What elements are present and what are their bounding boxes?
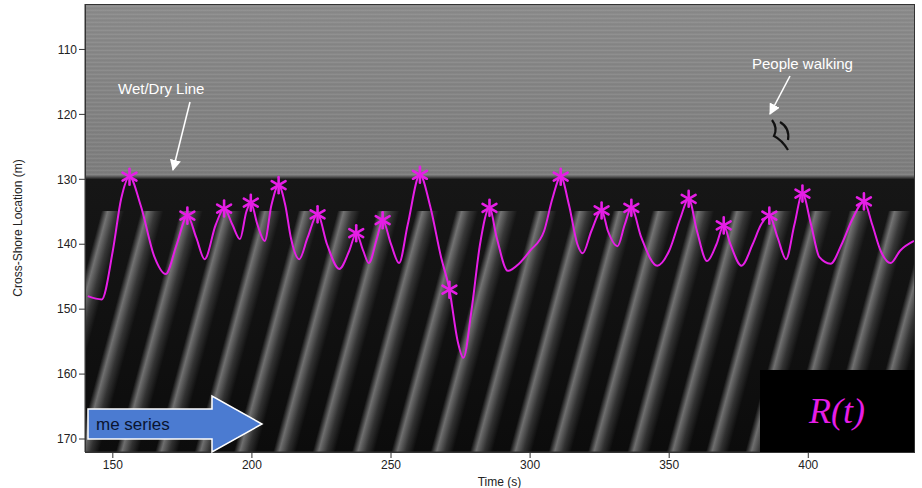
svg-text:400: 400 (798, 458, 818, 472)
svg-text:Cross-Shore Location (m): Cross-Shore Location (m) (11, 159, 25, 296)
svg-text:350: 350 (659, 458, 679, 472)
svg-text:170: 170 (57, 432, 77, 446)
html-text:R(t): R(t) (809, 391, 865, 431)
svg-text:200: 200 (242, 458, 262, 472)
svg-text:160: 160 (57, 367, 77, 381)
svg-text:110: 110 (58, 43, 77, 57)
svg-text:People walking: People walking (752, 55, 853, 72)
svg-text:150: 150 (57, 302, 77, 316)
svg-text:me series: me series (96, 415, 170, 434)
svg-text:300: 300 (520, 458, 540, 472)
svg-text:150: 150 (103, 458, 123, 472)
svg-text:Time (s): Time (s) (478, 475, 522, 488)
svg-text:120: 120 (57, 108, 77, 122)
svg-text:140: 140 (57, 237, 77, 251)
svg-text:Wet/Dry Line: Wet/Dry Line (118, 80, 204, 97)
svg-text:130: 130 (57, 173, 77, 187)
svg-text:250: 250 (381, 458, 401, 472)
